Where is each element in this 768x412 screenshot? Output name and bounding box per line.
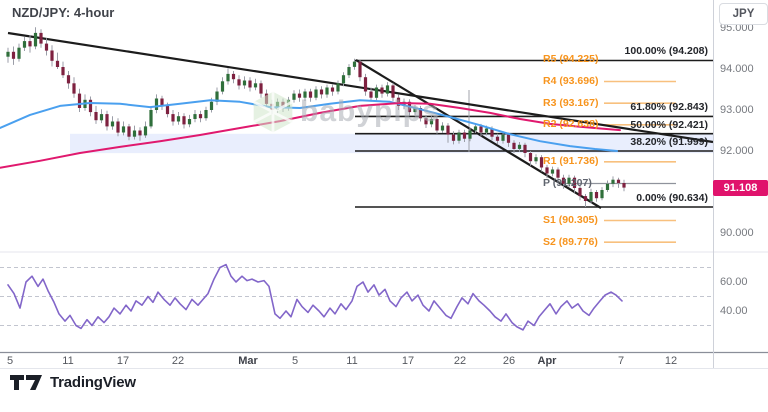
trendlines[interactable]	[7, 31, 714, 209]
candles	[6, 27, 626, 207]
tradingview-logo[interactable]: TradingView	[10, 374, 136, 391]
tradingview-logo-text: TradingView	[50, 374, 136, 391]
pane-frame	[0, 0, 768, 369]
currency-unit-box: JPY	[719, 3, 768, 25]
rsi-dashed-gridlines	[0, 267, 713, 326]
rsi-line	[7, 263, 623, 331]
pivot-level-lines	[566, 80, 676, 243]
support-zone	[70, 133, 713, 154]
currency-unit-label: JPY	[732, 8, 755, 20]
sma-blue-line	[0, 99, 618, 152]
current-price-badge: 91.108	[713, 180, 768, 196]
current-price-value: 91.108	[723, 182, 758, 194]
symbol-title: NZD/JPY: 4-hour	[12, 5, 115, 20]
fib-level-lines[interactable]	[355, 59, 713, 208]
sma-pink-line	[0, 102, 621, 169]
tradingview-logo-icon	[10, 374, 42, 390]
